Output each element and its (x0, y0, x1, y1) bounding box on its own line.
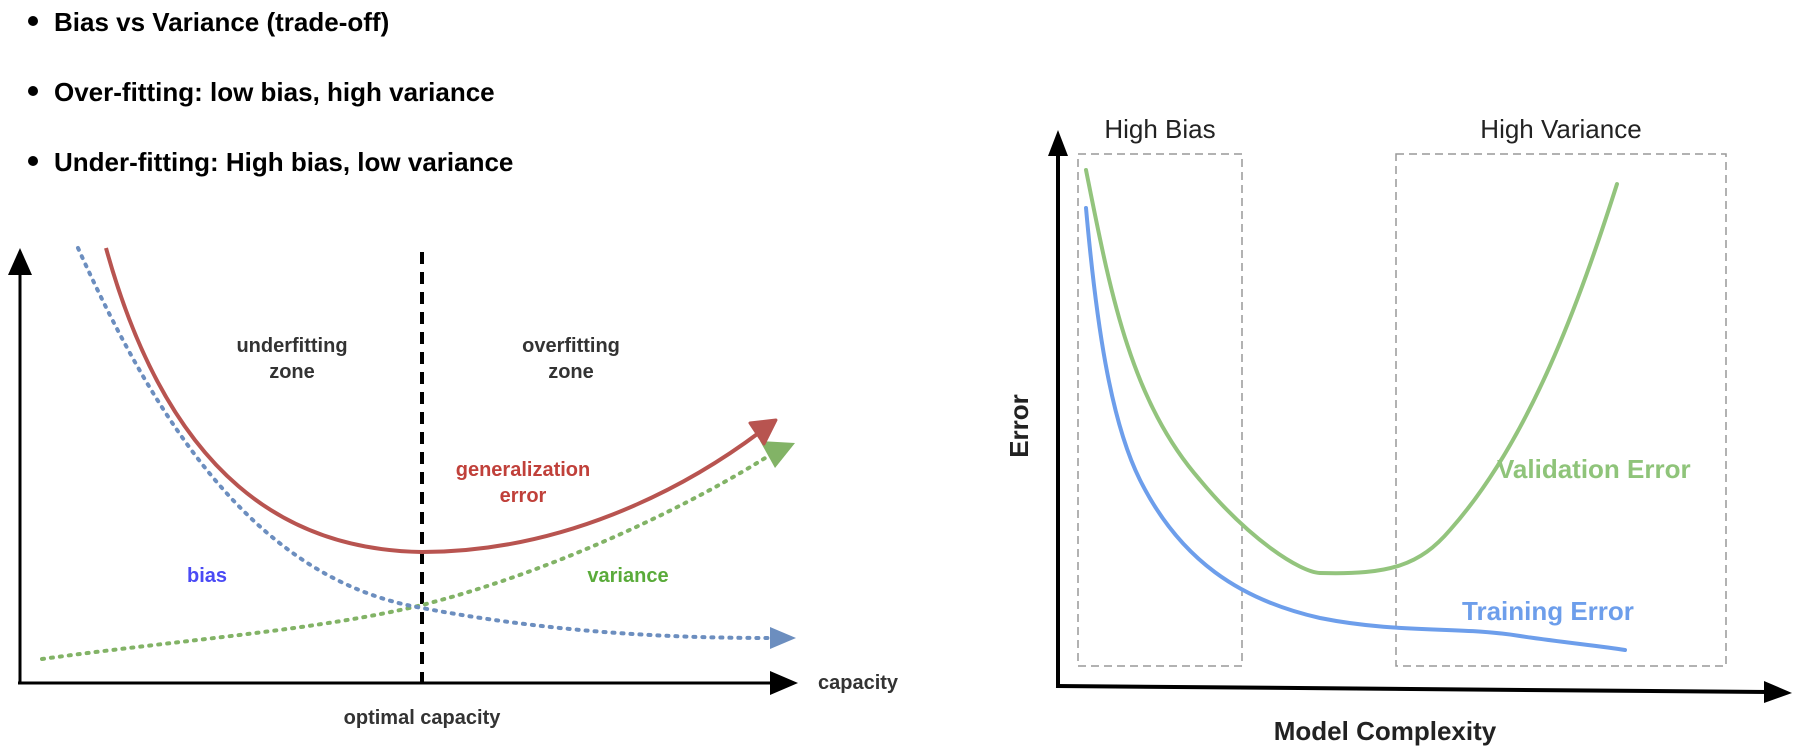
generalization-error-curve (104, 247, 762, 555)
validation-error-curve (1084, 168, 1619, 576)
bullet-dot (28, 86, 38, 96)
optimal-capacity-label: optimal capacity (344, 707, 502, 729)
high-variance-label: High Variance (1480, 114, 1641, 144)
underfitting-zone-label: underfitting zone (236, 335, 347, 383)
bias-arrowhead (770, 627, 796, 649)
generalization-error-arrowhead (748, 418, 778, 446)
bullet-text: Under-fitting: High bias, low variance (54, 147, 514, 177)
variance-curve (40, 451, 775, 661)
bullet-dot (28, 156, 38, 166)
left-y-axis-arrow (8, 248, 32, 275)
right-x-axis-arrow (1764, 681, 1792, 703)
capacity-label: capacity (818, 672, 899, 694)
training-error-label: Training Error (1462, 596, 1634, 626)
error-axis-label: Error (1004, 394, 1034, 458)
model-complexity-label: Model Complexity (1274, 716, 1497, 746)
high-bias-label: High Bias (1104, 114, 1215, 144)
training-error-curve (1084, 206, 1627, 652)
right-diagram: High Bias High Variance Validation Error… (1004, 114, 1792, 746)
bullet-item: Bias vs Variance (trade-off) (22, 0, 513, 70)
bias-curve (76, 246, 774, 640)
bullet-text: Bias vs Variance (trade-off) (54, 7, 390, 37)
high-variance-region (1395, 153, 1727, 667)
bullet-item: Over-fitting: low bias, high variance (22, 70, 513, 140)
left-x-axis-arrow (770, 671, 798, 695)
right-x-axis (1055, 684, 1769, 694)
overfitting-zone-label: overfitting zone (522, 335, 620, 383)
variance-label: variance (587, 565, 668, 587)
right-y-axis-arrow (1048, 130, 1068, 156)
validation-error-label: Validation Error (1497, 454, 1691, 484)
bullet-list: Bias vs Variance (trade-off) Over-fittin… (22, 0, 513, 210)
high-bias-region (1077, 153, 1243, 667)
bullet-text: Over-fitting: low bias, high variance (54, 77, 495, 107)
bias-label: bias (187, 565, 227, 587)
generalization-error-label: generalization error (456, 459, 590, 507)
bullet-item: Under-fitting: High bias, low variance (22, 140, 513, 210)
left-diagram: underfitting zone overfitting zone general… (8, 246, 899, 729)
bullet-dot (28, 16, 38, 26)
variance-arrowhead (760, 441, 795, 468)
